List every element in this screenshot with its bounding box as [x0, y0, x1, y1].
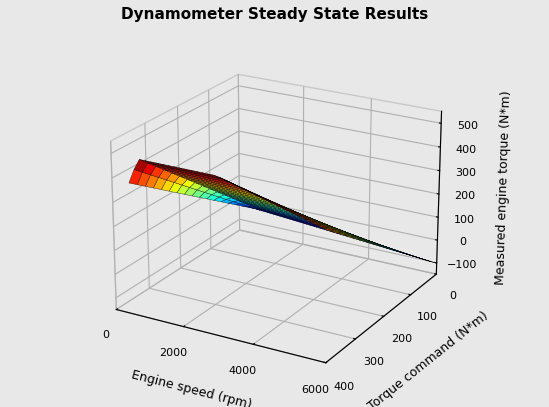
Y-axis label: Torque command (N*m): Torque command (N*m)	[366, 309, 490, 407]
X-axis label: Engine speed (rpm): Engine speed (rpm)	[130, 369, 253, 407]
Title: Dynamometer Steady State Results: Dynamometer Steady State Results	[121, 7, 428, 22]
